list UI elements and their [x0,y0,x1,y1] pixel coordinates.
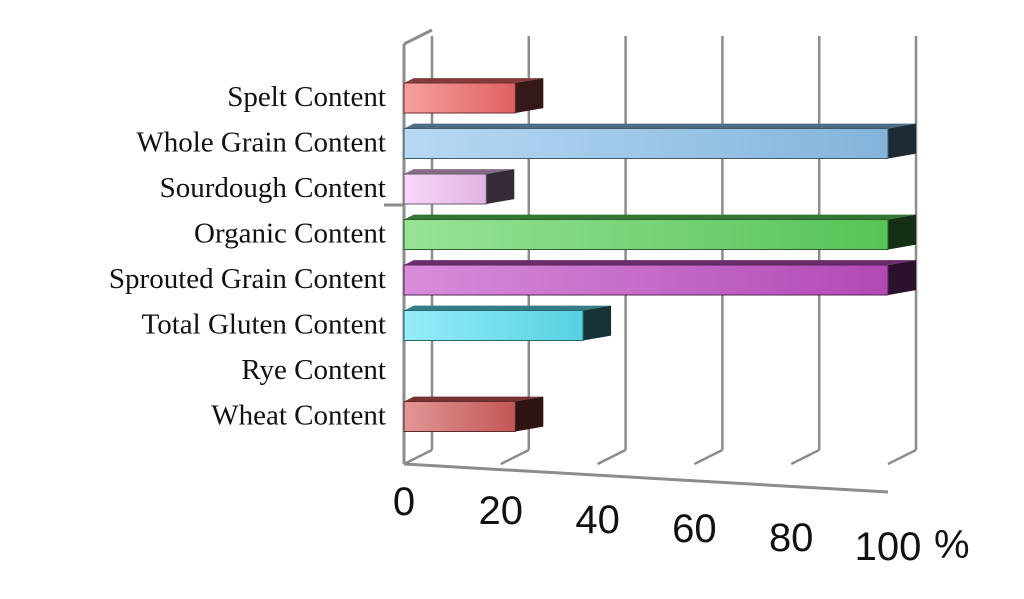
x-axis-line [403,462,889,494]
bar-sourdough-content [403,169,515,205]
bar-end-face [515,396,544,432]
bar-front-face [403,219,889,250]
bar-organic-content [403,214,916,250]
bar-top-face [404,396,544,402]
bar-wheat-content [403,396,544,432]
x-tick-label-80: 80 [769,516,814,560]
floor-tick-20 [500,448,530,466]
floor-tick-40 [597,448,627,466]
bar-total-gluten-content [403,305,612,341]
bar-spelt-content [403,78,544,114]
bar-end-face [583,305,612,341]
floor-tick-0 [403,448,433,466]
bar-sprouted-grain-content [403,260,916,296]
bar-end-face [888,214,916,250]
x-axis-ticks: 0 20 40 60 80 100 [393,480,922,569]
bar-front-face [403,82,516,114]
bar-top-face [404,78,544,83]
x-tick-label-60: 60 [672,507,717,551]
category-label-sprouted-grain-content: Sprouted Grain Content [109,263,386,295]
bar-end-face [888,260,916,295]
bar-top-face [404,260,916,265]
bar-top-face [404,214,916,220]
category-label-rye-content: Rye Content [241,354,386,386]
bar-whole-grain-content [403,123,916,159]
bar-front-face [403,310,584,341]
category-label-spelt-content: Spelt Content [227,81,386,113]
category-label-whole-grain-content: Whole Grain Content [136,127,386,159]
floor-tick-80 [790,448,820,466]
floor-tick-100 [887,448,917,466]
x-tick-label-20: 20 [479,489,524,533]
x-tick-label-40: 40 [575,498,620,542]
category-label-organic-content: Organic Content [194,218,386,250]
floor-tick-60 [693,448,723,466]
bar-end-face [486,169,515,204]
bar-end-face [515,78,544,113]
bar-front-face [403,264,889,296]
bar-front-face [403,401,516,432]
category-label-wheat-content: Wheat Content [211,400,386,432]
bar-front-face [403,173,487,205]
bar-front-face [403,128,889,159]
bar-top-face [404,169,515,174]
x-tick-label-0: 0 [393,480,415,524]
x-tick-label-100: 100 [855,525,922,569]
bar-end-face [888,123,916,159]
category-label-total-gluten-content: Total Gluten Content [142,309,386,341]
bar-top-face [404,305,612,311]
left-wall-top [403,28,433,46]
bars [403,78,916,432]
x-axis-unit: % [934,523,970,567]
category-label-sourdough-content: Sourdough Content [160,172,386,204]
category-labels: Spelt Content Whole Grain Content Sourdoug… [109,81,386,432]
bar-top-face [404,123,916,129]
